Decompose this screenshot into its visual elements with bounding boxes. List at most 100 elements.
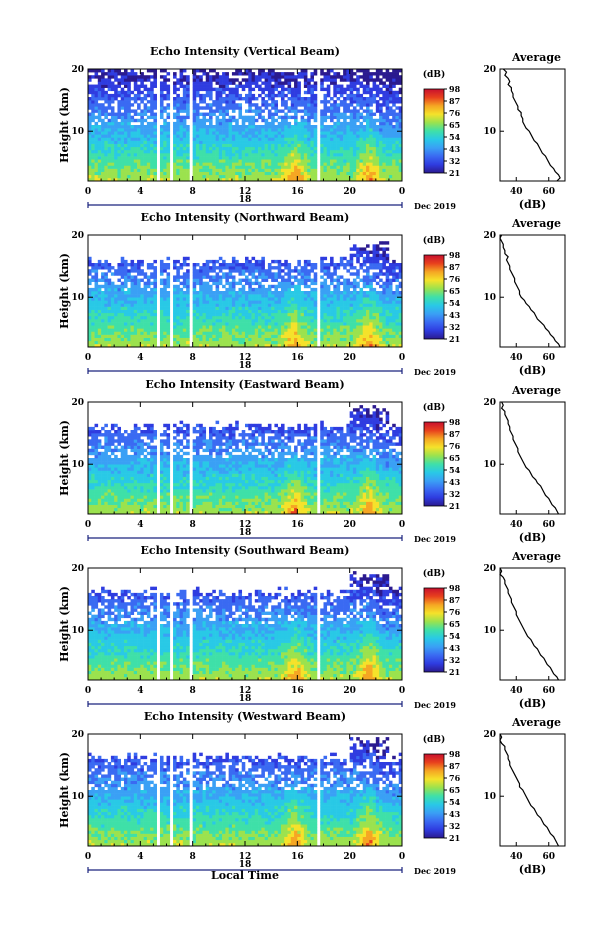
x-tick-label: 16 xyxy=(291,852,304,862)
average-x-tick-label: 60 xyxy=(542,686,555,696)
average-x-tick-label: 40 xyxy=(510,852,523,862)
average-title: Average xyxy=(511,217,561,230)
average-y-tick-label: 10 xyxy=(483,792,496,802)
average-x-label: (dB) xyxy=(519,863,546,876)
colorbar-tick-label: 76 xyxy=(449,773,461,783)
day-label: 18 xyxy=(239,528,252,538)
colorbar-tick-label: 76 xyxy=(449,441,461,451)
average-y-tick-label: 20 xyxy=(483,564,496,574)
average-title: Average xyxy=(511,716,561,729)
average-frame xyxy=(499,234,566,348)
colorbar-tick-label: 65 xyxy=(449,785,460,795)
colorbar-tick-label: 65 xyxy=(449,453,460,463)
colorbar-tick-label: 32 xyxy=(449,156,460,166)
y-tick-label: 10 xyxy=(71,460,84,470)
colorbar-tick-label: 54 xyxy=(449,298,461,308)
x-tick-label: 0 xyxy=(399,187,405,197)
colorbar-tick-label: 87 xyxy=(449,96,460,106)
panel-title: Echo Intensity (Westward Beam) xyxy=(144,710,346,723)
date-label: Dec 2019 xyxy=(414,201,456,211)
x-tick-label: 4 xyxy=(137,686,143,696)
x-tick-label: 12 xyxy=(239,686,252,696)
average-x-tick-label: 60 xyxy=(542,520,555,530)
heatmap-cells xyxy=(88,571,403,681)
y-tick-label: 20 xyxy=(71,65,84,75)
colorbar-tick-label: 65 xyxy=(449,619,460,629)
colorbar-tick-label: 21 xyxy=(449,833,460,843)
x-tick-label: 20 xyxy=(343,187,356,197)
colorbar-tick-label: 65 xyxy=(449,120,460,130)
x-tick-label: 0 xyxy=(399,520,405,530)
colorbar-tick-label: 54 xyxy=(449,132,461,142)
x-tick-label: 8 xyxy=(190,353,196,363)
heatmap-cells xyxy=(88,737,403,847)
heatmap-cells xyxy=(88,69,403,182)
colorbar-unit: (dB) xyxy=(423,568,445,579)
x-tick-label: 0 xyxy=(85,686,91,696)
colorbar xyxy=(423,421,445,507)
average-x-tick-label: 60 xyxy=(542,353,555,363)
panel-title: Echo Intensity (Vertical Beam) xyxy=(150,45,340,58)
y-tick-label: 20 xyxy=(71,231,84,241)
y-tick-label: 10 xyxy=(71,792,84,802)
y-tick-label: 20 xyxy=(71,398,84,408)
colorbar xyxy=(423,753,445,839)
average-profile-line xyxy=(499,733,560,847)
y-tick-label: 10 xyxy=(71,626,84,636)
colorbar-tick-label: 32 xyxy=(449,655,460,665)
x-tick-label: 4 xyxy=(137,520,143,530)
beam-panel-1: Echo Intensity (Northward Beam)2010Heigh… xyxy=(58,211,566,377)
beam-panel-0: Echo Intensity (Vertical Beam)2010Height… xyxy=(58,45,566,211)
colorbar-tick-label: 98 xyxy=(449,749,461,759)
average-x-tick-label: 40 xyxy=(510,520,523,530)
average-y-tick-label: 10 xyxy=(483,460,496,470)
colorbar-tick-label: 98 xyxy=(449,417,461,427)
y-tick-label: 10 xyxy=(71,293,84,303)
colorbar xyxy=(423,88,445,174)
y-axis-label: Height (km) xyxy=(58,420,71,496)
x-tick-label: 0 xyxy=(399,686,405,696)
colorbar-unit: (dB) xyxy=(423,734,445,745)
average-frame xyxy=(499,567,566,681)
x-tick-label: 4 xyxy=(137,353,143,363)
colorbar-tick-label: 32 xyxy=(449,489,460,499)
x-tick-label: 20 xyxy=(343,686,356,696)
colorbar-tick-label: 43 xyxy=(449,643,461,653)
x-tick-label: 12 xyxy=(239,353,252,363)
colorbar-unit: (dB) xyxy=(423,69,445,80)
colorbar-tick-label: 76 xyxy=(449,607,461,617)
average-x-tick-label: 40 xyxy=(510,353,523,363)
colorbar-tick-label: 87 xyxy=(449,761,460,771)
colorbar-tick-label: 98 xyxy=(449,250,461,260)
average-y-tick-label: 20 xyxy=(483,730,496,740)
colorbar-tick-label: 54 xyxy=(449,797,461,807)
average-x-label: (dB) xyxy=(519,531,546,544)
average-x-tick-label: 60 xyxy=(542,187,555,197)
average-y-tick-label: 20 xyxy=(483,398,496,408)
colorbar-tick-label: 65 xyxy=(449,286,460,296)
colorbar-tick-label: 87 xyxy=(449,595,460,605)
average-x-tick-label: 40 xyxy=(510,686,523,696)
shared-x-axis-label: Local Time xyxy=(211,869,279,882)
colorbar-tick-label: 98 xyxy=(449,84,461,94)
y-axis-label: Height (km) xyxy=(58,87,71,163)
date-label: Dec 2019 xyxy=(414,866,456,876)
average-frame xyxy=(499,68,566,182)
average-x-tick-label: 40 xyxy=(510,187,523,197)
colorbar-tick-label: 21 xyxy=(449,334,460,344)
day-label: 18 xyxy=(239,195,252,205)
colorbar-tick-label: 32 xyxy=(449,821,460,831)
colorbar-tick-label: 76 xyxy=(449,274,461,284)
colorbar xyxy=(423,587,445,673)
y-axis-label: Height (km) xyxy=(58,752,71,828)
colorbar-tick-label: 21 xyxy=(449,501,460,511)
x-tick-label: 12 xyxy=(239,520,252,530)
colorbar-unit: (dB) xyxy=(423,402,445,413)
average-x-label: (dB) xyxy=(519,364,546,377)
day-label: 18 xyxy=(239,694,252,704)
x-tick-label: 12 xyxy=(239,852,252,862)
x-tick-label: 4 xyxy=(137,187,143,197)
x-tick-label: 8 xyxy=(190,852,196,862)
average-y-tick-label: 10 xyxy=(483,626,496,636)
average-profile-line xyxy=(500,401,560,515)
